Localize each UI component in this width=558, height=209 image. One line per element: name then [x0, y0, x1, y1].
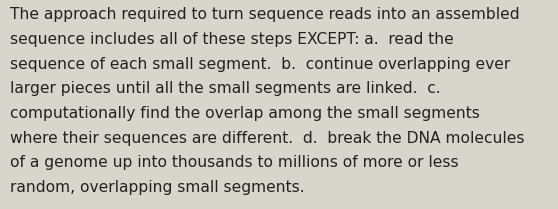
Text: sequence of each small segment.  b.  continue overlapping ever: sequence of each small segment. b. conti… [10, 57, 511, 72]
Text: random, overlapping small segments.: random, overlapping small segments. [10, 180, 305, 195]
Text: where their sequences are different.  d.  break the DNA molecules: where their sequences are different. d. … [10, 131, 525, 146]
Text: sequence includes all of these steps EXCEPT: a.  read the: sequence includes all of these steps EXC… [10, 32, 454, 47]
Text: computationally find the overlap among the small segments: computationally find the overlap among t… [10, 106, 480, 121]
Text: of a genome up into thousands to millions of more or less: of a genome up into thousands to million… [10, 155, 459, 170]
Text: larger pieces until all the small segments are linked.  c.: larger pieces until all the small segmen… [10, 81, 441, 96]
Text: The approach required to turn sequence reads into an assembled: The approach required to turn sequence r… [10, 7, 519, 22]
